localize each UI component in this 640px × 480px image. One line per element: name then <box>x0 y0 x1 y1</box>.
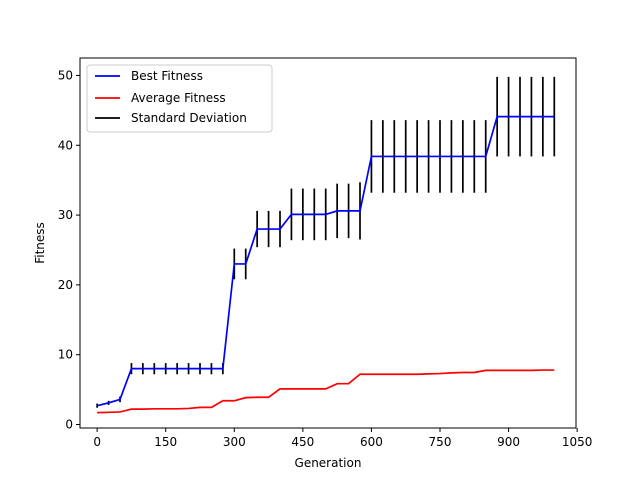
y-tick-label: 30 <box>58 208 73 222</box>
legend-label-average-fitness: Average Fitness <box>131 91 226 105</box>
legend-box <box>86 64 273 133</box>
x-tick-label: 600 <box>360 435 383 449</box>
legend-label-best-fitness: Best Fitness <box>131 69 203 83</box>
x-tick-label: 300 <box>223 435 246 449</box>
x-tick-label: 450 <box>291 435 314 449</box>
y-tick-label: 0 <box>65 418 73 432</box>
y-tick-label: 50 <box>58 68 73 82</box>
series-line-average-fitness <box>97 369 555 414</box>
y-tick-label: 40 <box>58 138 73 152</box>
x-tick-label: 900 <box>497 435 520 449</box>
x-tick-label: 1050 <box>562 435 593 449</box>
x-tick-label: 0 <box>93 435 101 449</box>
y-axis-label: Fitness <box>33 222 47 264</box>
y-tick-label: 20 <box>58 278 73 292</box>
legend: Best Fitness Average Fitness Standard De… <box>86 64 273 133</box>
series-line-best-fitness <box>96 115 555 407</box>
y-tick-label: 10 <box>58 348 73 362</box>
legend-label-standard-deviation: Standard Deviation <box>131 111 247 125</box>
x-axis-label: Generation <box>295 456 362 470</box>
x-tick-label: 150 <box>154 435 177 449</box>
x-tick-label: 750 <box>429 435 452 449</box>
plot-frame <box>79 57 577 429</box>
